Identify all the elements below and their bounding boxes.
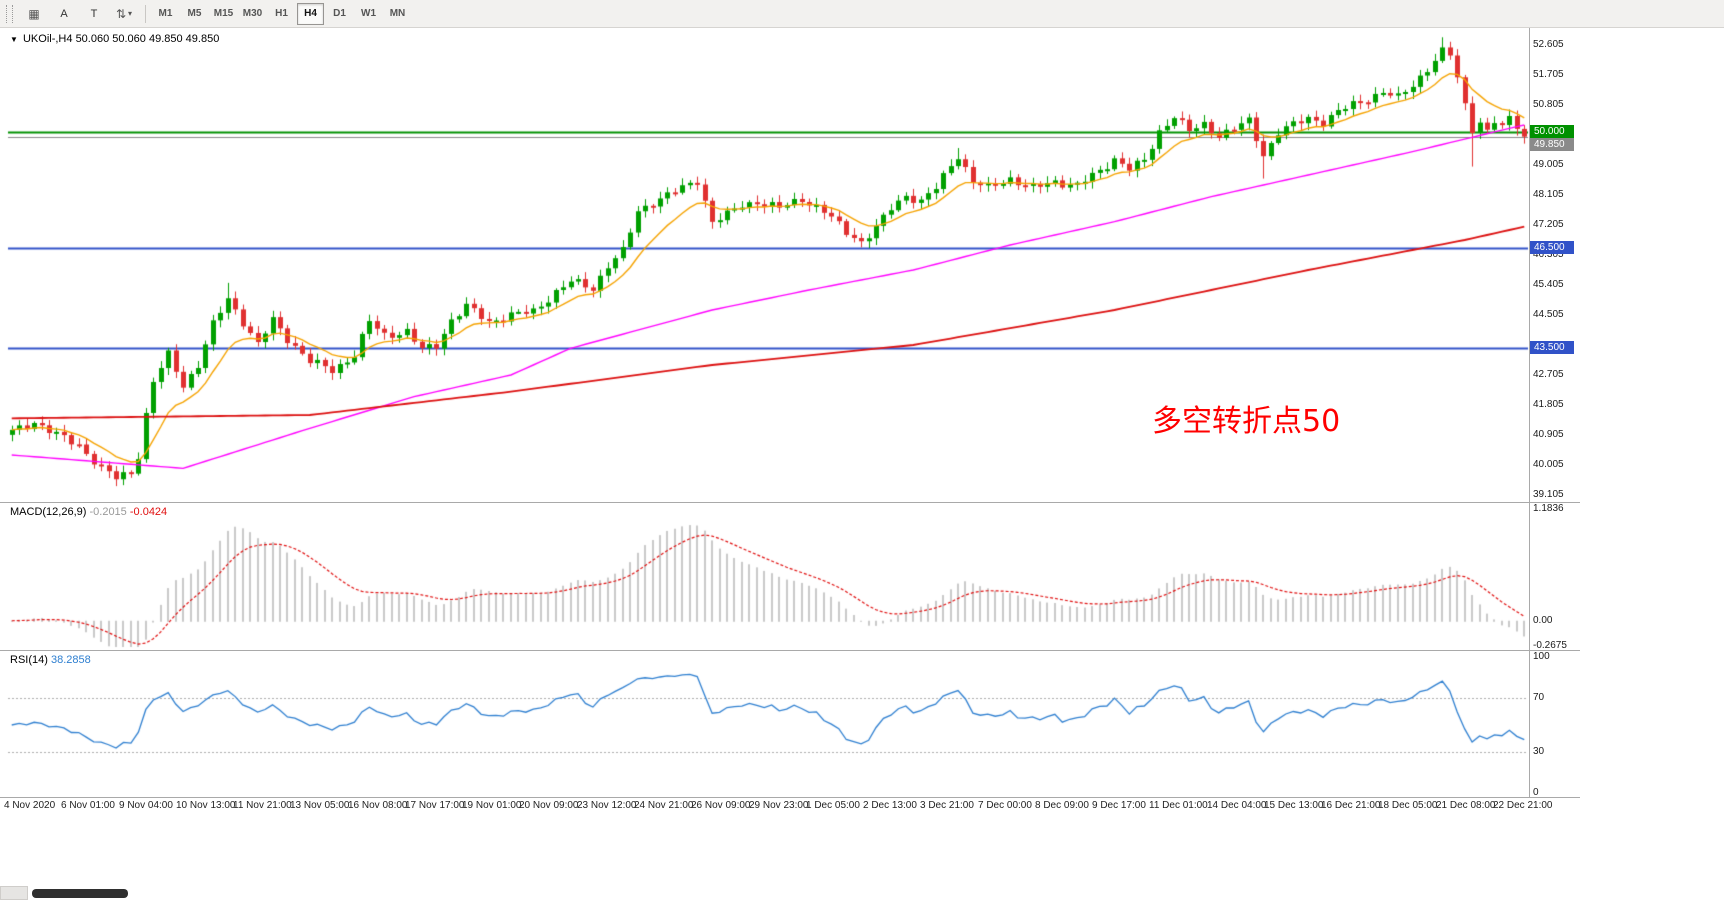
- timeframe-button-d1[interactable]: D1: [333, 8, 346, 19]
- scrollbar-corner: [0, 886, 28, 900]
- timeframe-button-h4[interactable]: H4: [297, 2, 324, 25]
- timeframe-button-m5[interactable]: M5: [187, 8, 202, 19]
- timeframe-button-m15[interactable]: M15: [213, 8, 234, 19]
- grid-tool-button[interactable]: ▦: [19, 2, 49, 25]
- timeframe-button-w1[interactable]: W1: [361, 8, 376, 19]
- text-tool-t-button[interactable]: T: [90, 7, 98, 20]
- arrows-icon: ⇅: [115, 6, 127, 21]
- toolbar-grip[interactable]: [6, 4, 13, 23]
- timeframe-button-m1[interactable]: M1: [158, 8, 173, 19]
- text-tool-a-button[interactable]: A: [60, 7, 68, 20]
- timeframe-button-mn[interactable]: MN: [389, 8, 406, 19]
- chevron-down-icon: ▾: [128, 9, 133, 18]
- scrollbar-thumb[interactable]: [32, 889, 128, 898]
- toolbar: ▦ A T ⇅ ▾ M1 M5 M15 M30 H1 H4 D1 W1 MN: [0, 0, 1724, 28]
- grid-icon: ▦: [28, 6, 40, 21]
- timeframe-button-h1[interactable]: H1: [275, 8, 288, 19]
- chart-canvas[interactable]: [0, 28, 1580, 818]
- timeframe-button-m30[interactable]: M30: [242, 8, 263, 19]
- toolbar-separator: [145, 4, 146, 23]
- arrows-tool-dropdown[interactable]: ⇅ ▾: [109, 2, 139, 25]
- timeframe-bar: M1 M5 M15 M30 H1 H4 D1 W1 MN: [152, 2, 411, 25]
